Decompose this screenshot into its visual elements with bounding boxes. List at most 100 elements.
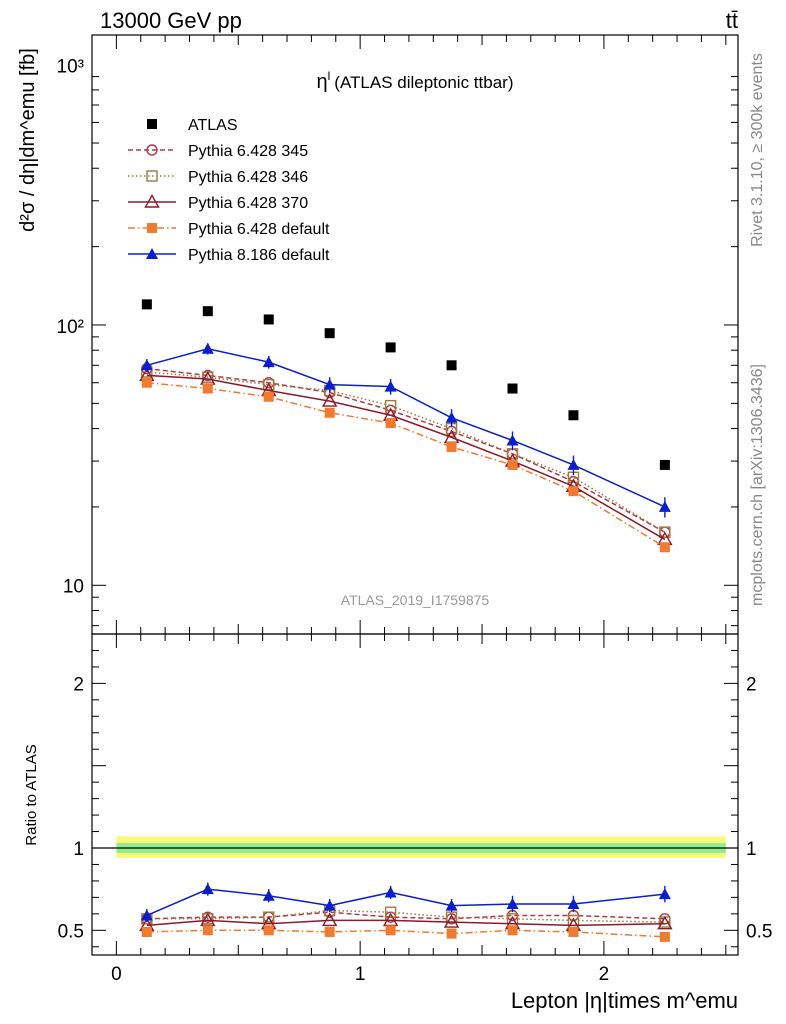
y-tick-label: 10³: [57, 57, 84, 78]
data-point: [321, 912, 338, 927]
process-label: tt̄: [726, 8, 738, 33]
series-line-pythia-6-428-346: [146, 909, 665, 923]
data-point: [141, 926, 152, 937]
legend-entry-pythia-6-428-370: Pythia 6.428 370: [128, 194, 308, 212]
legend-marker: [147, 223, 157, 233]
legend-marker: [147, 119, 157, 129]
energy-label: 13000 GeV pp: [100, 8, 242, 33]
data-point: [658, 888, 671, 900]
y-tick-label-right: 1: [746, 839, 757, 860]
rivet-version-label: Rivet 3.1.10, ≥ 300k events: [749, 53, 766, 247]
data-point: [567, 897, 580, 909]
y-tick-label: 0.5: [58, 921, 84, 942]
data-point: [446, 928, 457, 939]
y-axis-label: d²σ / dη|dm^emu [fb]: [17, 48, 39, 232]
series-pythia-6-428-346: [141, 366, 671, 538]
series-pythia-8-186-default: [140, 342, 671, 518]
ratio-panel-frame: [91, 633, 739, 956]
x-tick-label: 0: [111, 964, 122, 985]
data-point: [567, 458, 580, 470]
data-point: [385, 925, 396, 936]
data-point: [443, 914, 460, 928]
data-point: [140, 909, 153, 921]
data-point: [263, 391, 274, 402]
legend-marker: [144, 194, 160, 208]
data-point: [324, 328, 335, 339]
legend-label: Pythia 8.186 default: [188, 247, 330, 264]
data-point: [446, 360, 457, 371]
data-point: [262, 889, 275, 901]
y-tick-label-right: 2: [746, 674, 757, 695]
legend: ATLAS Pythia 6.428 345 Pythia 6.428 346 Pyt…: [128, 117, 330, 264]
legend-marker: [146, 170, 158, 182]
data-point: [263, 911, 275, 923]
x-axis-label: Lepton |η|times m^emu: [511, 988, 738, 1013]
data-point: [263, 378, 275, 391]
main-panel: 10 10² 10³ ηl (ATLAS dileptonic ttbar) d²σ / …: [17, 34, 739, 635]
series-line-pythia-6-428-default: [146, 929, 665, 938]
series-pythia-6-428-370: [139, 367, 673, 546]
data-point: [140, 359, 153, 371]
series-line-pythia-6-428-345: [146, 367, 666, 533]
legend-marker: [146, 144, 158, 156]
series-pythia-6-428-default: [141, 925, 670, 942]
data-point: [657, 915, 673, 930]
data-point: [201, 883, 214, 895]
data-point: [321, 393, 338, 407]
data-point: [324, 926, 335, 937]
y-tick-label: 1: [73, 839, 84, 860]
ratio-panel: 0.5 0.5 1 1 2 2 0 1 2 Ratio to ATLAS Lepton |η|tim…: [23, 633, 772, 1013]
data-point: [384, 886, 397, 898]
legend-label: Pythia 6.428 default: [188, 221, 330, 238]
legend-entry-atlas: ATLAS: [147, 117, 238, 134]
chart-title: ηl (ATLAS dileptonic ttbar): [316, 69, 513, 93]
series-line-pythia-8-186-default: [146, 888, 665, 917]
series-atlas: [141, 299, 670, 470]
data-point: [506, 434, 519, 446]
x-tick-label: 1: [355, 964, 366, 985]
series-line-pythia-6-428-370: [146, 919, 665, 927]
series-pythia-8-186-default: [140, 882, 671, 923]
series-line-pythia-6-428-default: [146, 381, 666, 548]
data-point: [202, 383, 213, 394]
data-point: [507, 925, 518, 936]
legend-entry-pythia-6-428-default: Pythia 6.428 default: [128, 221, 330, 238]
data-point: [568, 410, 579, 421]
data-point: [263, 314, 274, 325]
legend-label: Pythia 6.428 346: [188, 169, 308, 186]
x-tick-label: 2: [599, 964, 610, 985]
data-point: [141, 377, 152, 388]
data-point: [263, 925, 274, 936]
data-point: [262, 356, 275, 368]
data-point: [659, 526, 671, 538]
legend-label: ATLAS: [188, 117, 238, 134]
y-tick-label-right: 0.5: [746, 921, 772, 942]
series-line-pythia-8-186-default: [146, 348, 666, 508]
data-point: [659, 459, 670, 470]
legend-label: Pythia 6.428 345: [188, 143, 308, 160]
data-point: [445, 411, 458, 423]
data-point: [201, 342, 214, 354]
y-tick-label: 10²: [57, 317, 84, 338]
data-point: [506, 897, 519, 909]
legend-label: Pythia 6.428 370: [188, 195, 308, 212]
y-tick-label: 10: [63, 576, 84, 597]
data-point: [323, 378, 336, 390]
ratio-y-axis-label: Ratio to ATLAS: [23, 744, 40, 845]
series-pythia-6-428-default: [141, 377, 670, 553]
data-point: [659, 542, 670, 553]
data-point: [202, 925, 213, 936]
labels-layer: 13000 GeV pp tt̄ Rivet 3.1.10, ≥ 300k ev…: [100, 8, 766, 608]
data-point: [385, 418, 396, 429]
data-point: [507, 459, 518, 470]
legend-marker: [146, 248, 158, 259]
data-point: [659, 931, 670, 942]
analysis-watermark: ATLAS_2019_I1759875: [341, 592, 490, 608]
data-point: [445, 899, 458, 911]
data-point: [446, 441, 457, 452]
data-point: [385, 342, 396, 353]
data-point: [568, 926, 579, 937]
y-tick-label: 2: [73, 674, 84, 695]
mcplots-label: mcplots.cern.ch [arXiv:1306.3436]: [749, 364, 766, 606]
